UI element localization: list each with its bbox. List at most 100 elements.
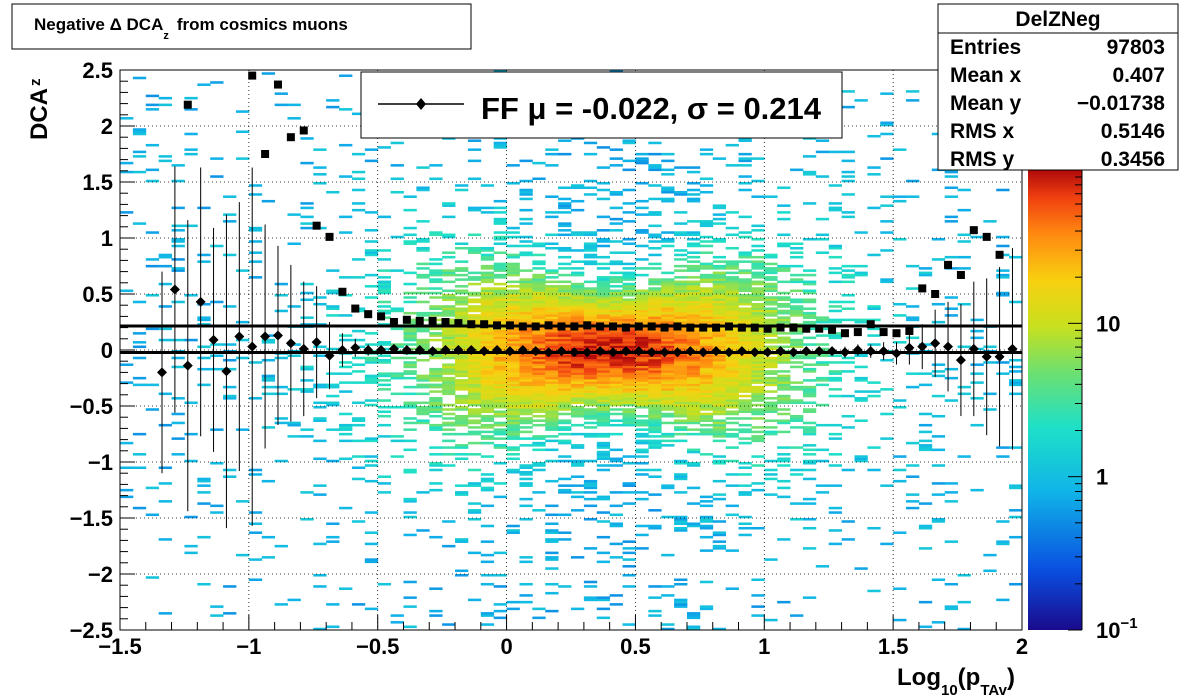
heatmap-cell	[583, 486, 598, 490]
heatmap-cell	[493, 296, 507, 299]
heatmap-cell	[351, 338, 366, 342]
heatmap-cell	[455, 381, 469, 384]
heatmap-cell	[596, 414, 611, 418]
heatmap-cell	[751, 314, 765, 317]
heatmap-cell	[751, 294, 765, 297]
heatmap-cell	[854, 99, 868, 102]
heatmap-cell	[506, 381, 520, 384]
rms-point	[763, 324, 772, 333]
heatmap-cell	[622, 354, 636, 358]
heatmap-cell	[725, 276, 739, 279]
heatmap-cell	[712, 238, 727, 241]
heatmap-cell	[648, 336, 662, 340]
heatmap-cell	[583, 345, 598, 349]
heatmap-cell	[674, 291, 688, 295]
heatmap-cell	[519, 397, 533, 400]
heatmap-cell	[532, 276, 546, 279]
heatmap-cell	[480, 385, 495, 389]
heatmap-cell	[699, 267, 714, 270]
heatmap-cell	[467, 298, 482, 302]
heatmap-cell	[712, 426, 727, 429]
heatmap-cell	[455, 406, 469, 409]
heatmap-cell	[880, 412, 894, 416]
heatmap-cell	[751, 437, 765, 440]
heatmap-cell	[738, 365, 752, 369]
heatmap-cell	[635, 421, 649, 425]
heatmap-cell	[571, 208, 585, 212]
heatmap-cell	[802, 370, 817, 373]
heatmap-cell	[571, 273, 585, 277]
heatmap-cell	[648, 372, 662, 375]
heatmap-cell	[918, 446, 933, 449]
heatmap-cell	[596, 182, 611, 185]
heatmap-cell	[545, 305, 559, 308]
heatmap-cell	[751, 179, 765, 183]
heatmap-cell	[609, 401, 623, 405]
heatmap-cell	[506, 365, 520, 369]
heatmap-cell	[429, 269, 443, 272]
heatmap-cell	[583, 242, 598, 246]
heatmap-cell	[648, 302, 662, 306]
heatmap-cell	[493, 401, 507, 405]
heatmap-cell	[828, 334, 842, 337]
heatmap-cell	[493, 334, 507, 337]
heatmap-cell	[506, 345, 520, 349]
heatmap-cell	[609, 394, 623, 398]
heatmap-cell	[197, 479, 211, 483]
heatmap-cell	[571, 356, 585, 360]
heatmap-cell	[571, 294, 585, 297]
heatmap-cell	[274, 356, 288, 360]
heatmap-cell	[519, 582, 533, 586]
heatmap-cell	[635, 182, 649, 185]
heatmap-cell	[699, 314, 714, 317]
heatmap-cell	[828, 255, 842, 259]
heatmap-cell	[377, 215, 391, 219]
heatmap-cell	[699, 363, 714, 366]
heatmap-cell	[944, 582, 958, 586]
rms-point	[995, 250, 1004, 259]
mean-point	[298, 343, 309, 354]
heatmap-cell	[480, 403, 495, 407]
heatmap-cell	[893, 587, 907, 590]
heatmap-cell	[661, 381, 675, 384]
rms-point	[789, 323, 798, 332]
heatmap-cell	[480, 414, 495, 418]
heatmap-cell	[480, 271, 495, 275]
mean-point	[556, 346, 567, 357]
heatmap-cell	[532, 444, 546, 447]
mean-point	[762, 347, 773, 358]
heatmap-cell	[648, 524, 662, 528]
heatmap-cell	[442, 388, 456, 391]
heatmap-cell	[802, 388, 817, 391]
heatmap-cell	[661, 379, 675, 382]
heatmap-cell	[661, 238, 675, 241]
heatmap-cell	[313, 302, 327, 306]
heatmap-cell	[738, 406, 752, 409]
heatmap-cell	[532, 267, 546, 270]
heatmap-cell	[532, 367, 546, 371]
heatmap-cell	[622, 379, 636, 382]
mean-point	[659, 347, 670, 358]
heatmap-cell	[635, 414, 649, 418]
heatmap-cell	[699, 372, 714, 375]
heatmap-cell	[442, 376, 456, 380]
heatmap-cell	[455, 383, 469, 387]
heatmap-cell	[751, 296, 765, 299]
heatmap-cell	[339, 390, 353, 393]
heatmap-cell	[455, 332, 469, 335]
heatmap-cell	[596, 535, 611, 539]
heatmap-cell	[828, 376, 842, 380]
heatmap-cell	[596, 294, 611, 297]
heatmap-cell	[545, 298, 559, 302]
heatmap-cell	[377, 258, 391, 261]
heatmap-cell	[480, 305, 495, 308]
heatmap-cell	[661, 515, 675, 519]
rms-point	[853, 328, 862, 337]
heatmap-cell	[609, 229, 623, 232]
heatmap-cell	[583, 403, 598, 407]
heatmap-cell	[545, 556, 559, 559]
heatmap-cell	[351, 455, 366, 458]
heatmap-cell	[558, 403, 572, 407]
heatmap-cell	[416, 311, 430, 315]
heatmap-cell	[712, 291, 727, 295]
